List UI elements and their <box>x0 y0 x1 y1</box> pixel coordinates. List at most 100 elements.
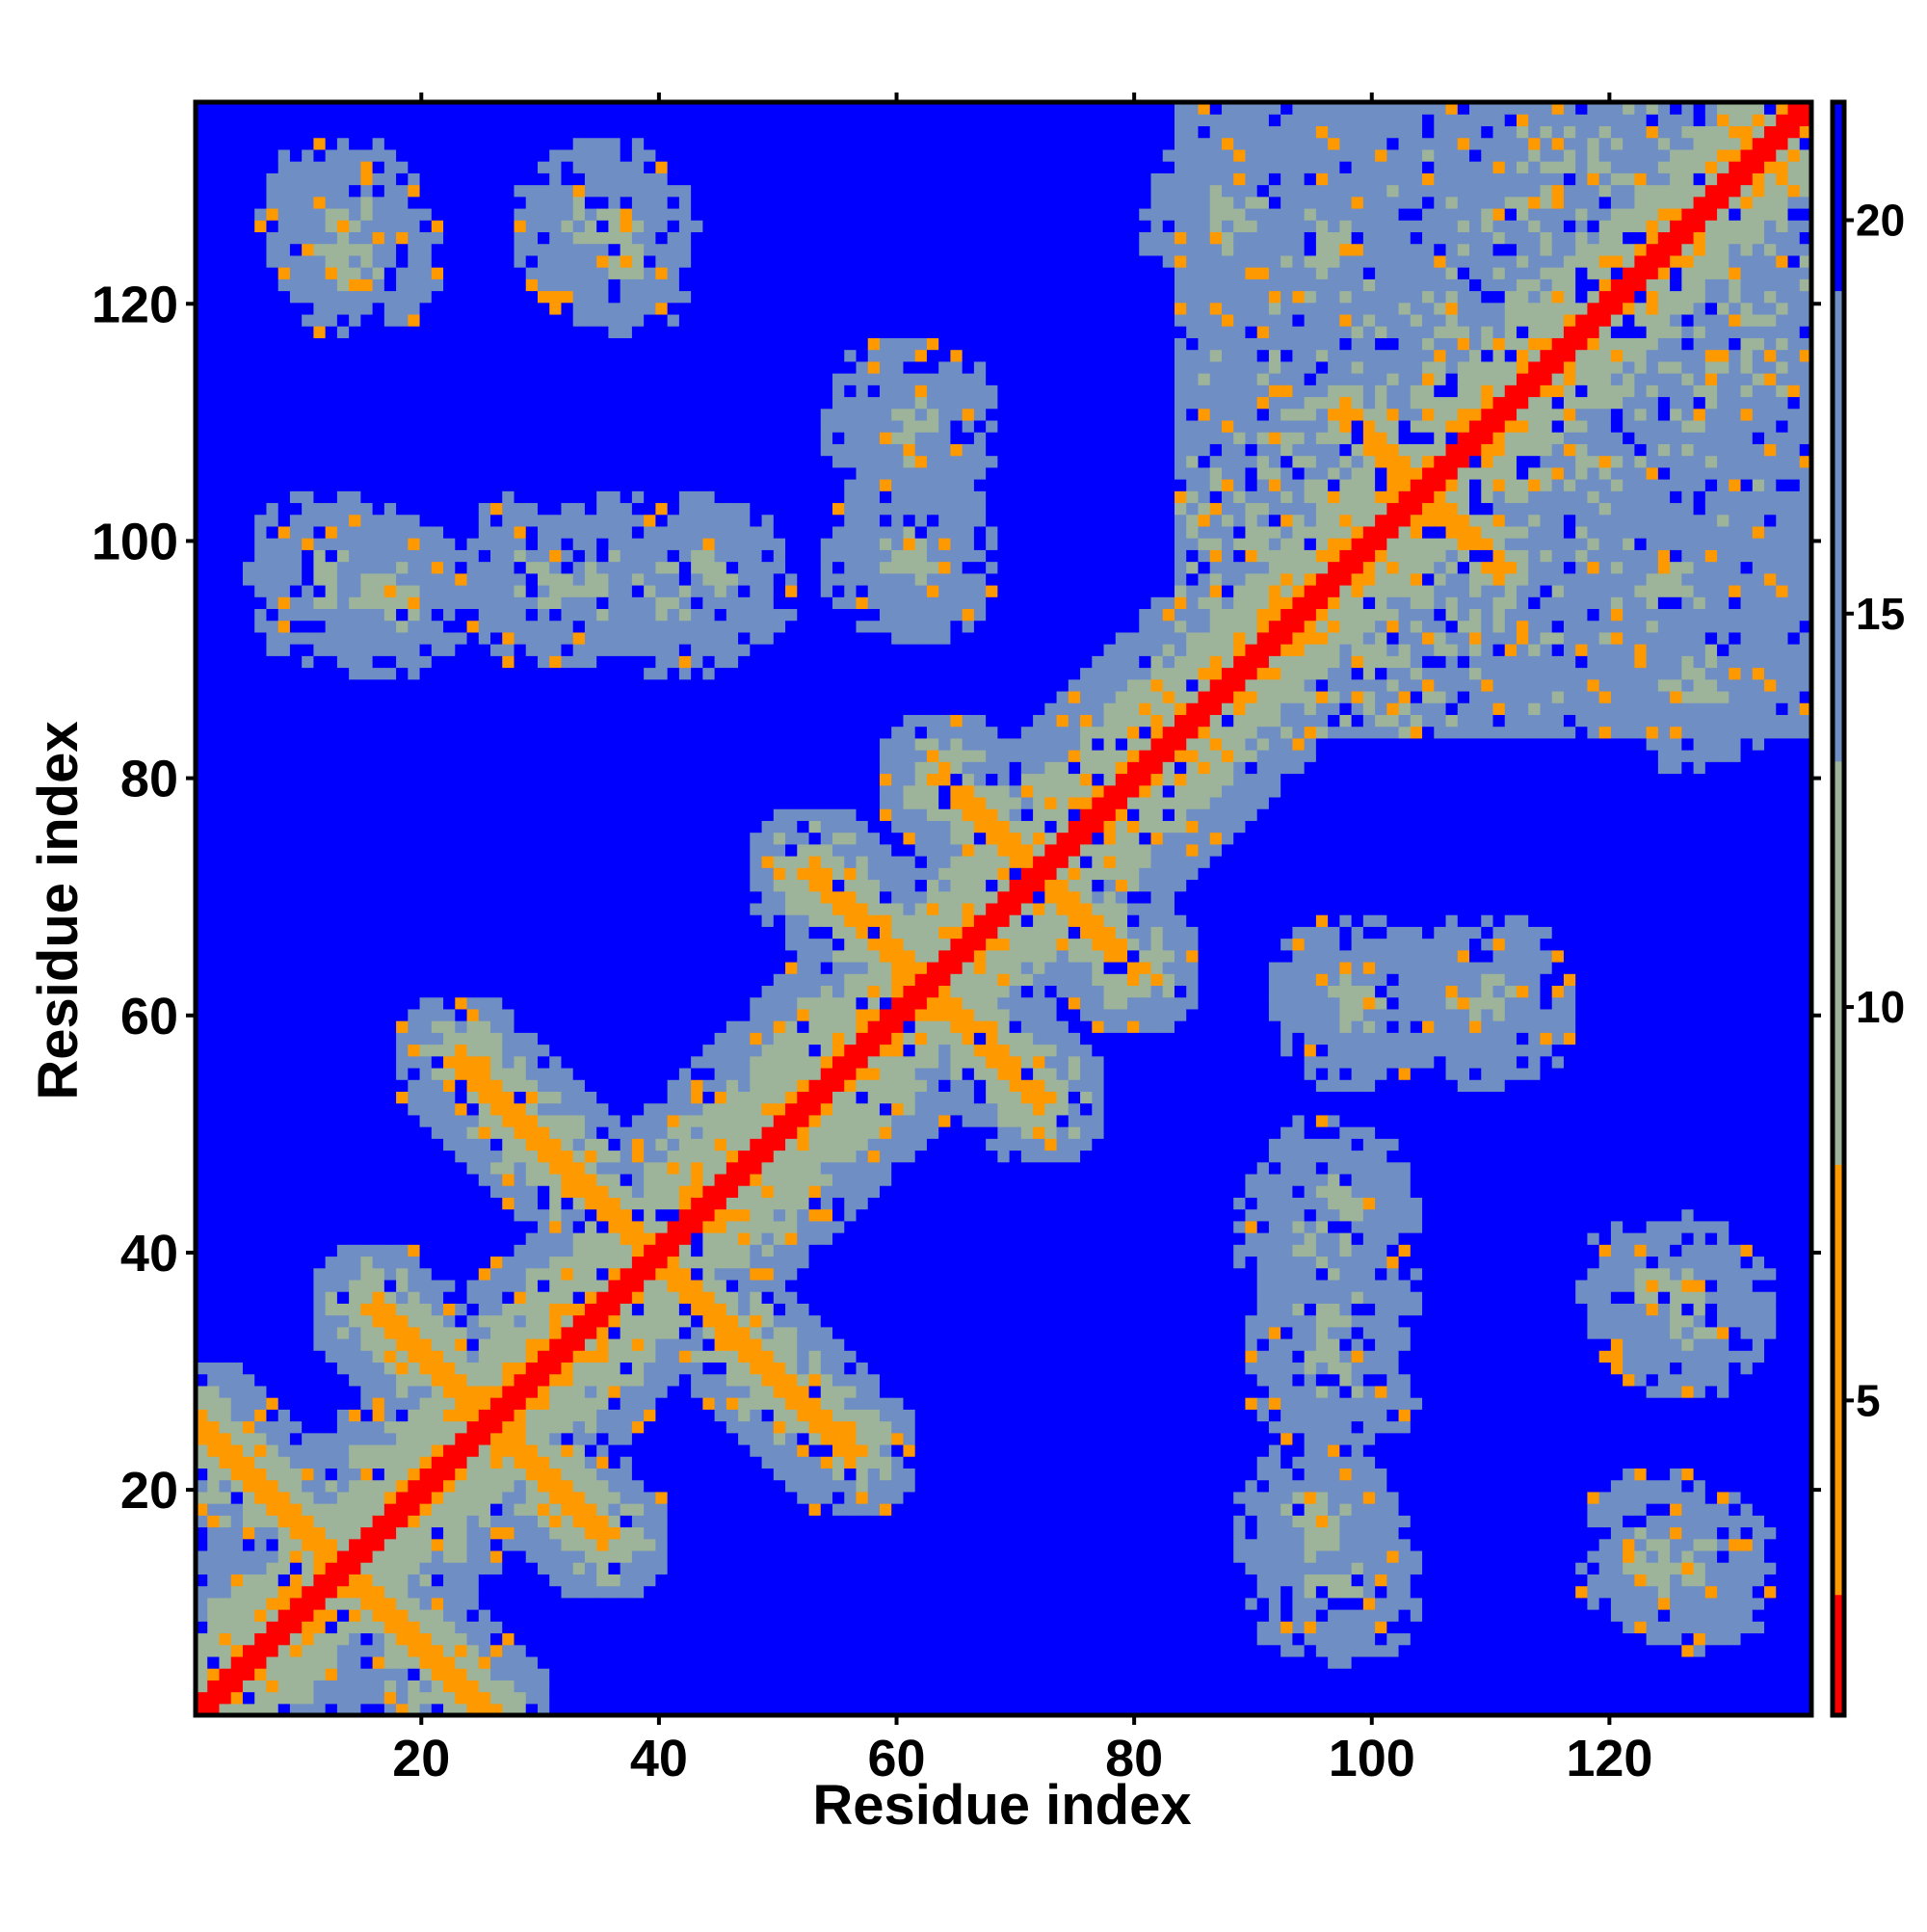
heatmap-cell <box>561 655 574 669</box>
heatmap-cell <box>302 538 315 550</box>
heatmap-cell <box>254 702 268 715</box>
heatmap-cell <box>196 396 208 410</box>
heatmap-cell <box>490 1102 503 1116</box>
heatmap-cell <box>502 1549 515 1563</box>
heatmap-cell <box>313 326 327 338</box>
heatmap-cell <box>584 726 597 739</box>
heatmap-cell <box>572 502 586 516</box>
heatmap-cell <box>207 114 221 127</box>
heatmap-cell <box>455 514 468 527</box>
heatmap-cell <box>466 1609 480 1622</box>
heatmap-cell <box>266 1456 279 1469</box>
heatmap-cell <box>537 231 550 245</box>
heatmap-cell <box>502 1409 515 1422</box>
heatmap-cell <box>455 360 468 374</box>
heatmap-cell <box>207 337 221 351</box>
heatmap-cell <box>455 938 468 951</box>
heatmap-cell <box>207 584 221 597</box>
heatmap-cell <box>383 1067 397 1080</box>
heatmap-cell <box>443 373 456 385</box>
heatmap-cell <box>419 1385 433 1398</box>
heatmap-cell <box>466 644 480 656</box>
heatmap-cell <box>396 1232 409 1245</box>
heatmap-cell <box>561 549 574 563</box>
heatmap-cell <box>383 360 397 374</box>
heatmap-cell <box>549 843 563 857</box>
heatmap-cell <box>383 702 397 715</box>
heatmap-cell <box>336 1020 350 1033</box>
heatmap-cell <box>572 1409 586 1422</box>
heatmap-cell <box>419 1173 433 1186</box>
heatmap-cell <box>207 796 221 809</box>
heatmap-cell <box>313 1220 327 1233</box>
heatmap-cell <box>242 1150 255 1163</box>
heatmap-cell <box>466 443 480 457</box>
heatmap-cell <box>466 1691 480 1705</box>
heatmap-cell <box>302 655 315 669</box>
heatmap-cell <box>608 1479 621 1493</box>
heatmap-cell <box>254 161 268 173</box>
heatmap-cell <box>277 408 291 421</box>
heatmap-cell <box>254 525 268 539</box>
heatmap-cell <box>383 1079 397 1092</box>
heatmap-cell <box>537 1008 550 1021</box>
heatmap-cell <box>207 1385 221 1398</box>
heatmap-cell <box>313 667 327 680</box>
heatmap-cell <box>443 1456 456 1469</box>
heatmap-cell <box>514 584 527 597</box>
heatmap-cell <box>207 525 221 539</box>
heatmap-cell <box>372 867 385 881</box>
heatmap-cell <box>466 1208 480 1222</box>
heatmap-cell <box>408 631 421 645</box>
heatmap-cell <box>254 360 268 374</box>
heatmap-cell <box>196 1515 208 1528</box>
heatmap-cell <box>443 1220 456 1233</box>
heatmap-cell <box>596 479 610 491</box>
heatmap-cell <box>443 572 456 586</box>
heatmap-cell <box>455 667 468 680</box>
heatmap-cell <box>478 337 491 351</box>
heatmap-cell <box>443 267 456 279</box>
heatmap-cell <box>196 1020 208 1033</box>
heatmap-cell <box>596 1279 610 1292</box>
heatmap-cell <box>383 1468 397 1481</box>
heatmap-cell <box>349 596 361 610</box>
heatmap-cell <box>584 1055 597 1069</box>
heatmap-cell <box>490 1008 503 1021</box>
heatmap-cell <box>242 1114 255 1127</box>
heatmap-cell <box>584 596 597 610</box>
heatmap-cell <box>455 1279 468 1292</box>
heatmap-cell <box>408 1114 421 1127</box>
heatmap-cell <box>490 1585 503 1599</box>
heatmap-cell <box>325 1173 338 1186</box>
heatmap-cell <box>396 267 409 279</box>
heatmap-cell <box>336 384 350 398</box>
heatmap-cell <box>502 490 515 504</box>
heatmap-cell <box>372 1574 385 1587</box>
heatmap-cell <box>490 1432 503 1445</box>
heatmap-cell <box>408 572 421 586</box>
heatmap-cell <box>608 114 621 127</box>
heatmap-cell <box>325 1208 338 1222</box>
heatmap-cell <box>196 1337 208 1351</box>
heatmap-cell <box>349 843 361 857</box>
heatmap-cell <box>443 1621 456 1634</box>
heatmap-cell <box>196 1150 208 1163</box>
heatmap-cell <box>219 432 232 444</box>
heatmap-cell <box>514 1609 527 1622</box>
heatmap-cell <box>196 961 208 974</box>
heatmap-cell <box>455 856 468 868</box>
heatmap-cell <box>419 1621 433 1634</box>
heatmap-cell <box>549 879 563 892</box>
heatmap-cell <box>608 1114 621 1127</box>
heatmap-cell <box>230 1691 244 1705</box>
heatmap-cell <box>525 726 539 739</box>
heatmap-cell <box>396 1256 409 1269</box>
heatmap-cell <box>525 502 539 516</box>
heatmap-cell <box>372 1326 385 1339</box>
heatmap-cell <box>608 549 621 563</box>
heatmap-cell <box>219 326 232 338</box>
heatmap-cell <box>408 313 421 327</box>
heatmap-cell <box>383 290 397 304</box>
heatmap-cell <box>383 890 397 904</box>
